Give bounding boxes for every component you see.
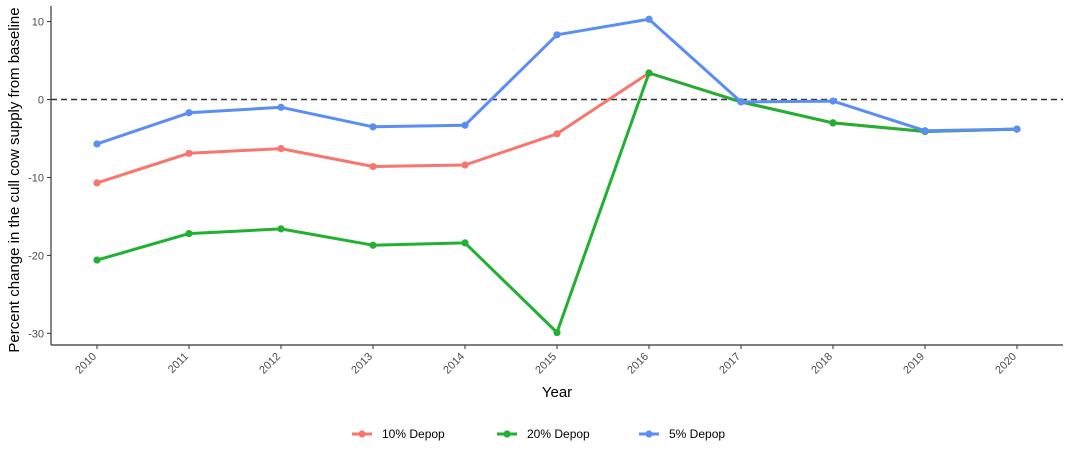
legend-label: 5% Depop <box>669 427 725 441</box>
data-point <box>369 241 377 249</box>
y-tick-label: 10 <box>32 17 44 29</box>
data-point <box>93 179 101 187</box>
data-point <box>553 130 561 138</box>
legend-label: 10% Depop <box>382 427 445 441</box>
data-point <box>461 161 469 169</box>
legend-key-point <box>358 430 366 438</box>
data-point <box>921 127 929 135</box>
y-tick-label: -20 <box>28 250 44 262</box>
data-point <box>277 145 285 153</box>
data-point <box>93 256 101 264</box>
data-point <box>185 149 193 157</box>
data-point <box>553 328 561 337</box>
y-tick-label: 0 <box>38 95 44 107</box>
y-tick-label: -10 <box>28 172 44 184</box>
data-point <box>277 103 285 111</box>
data-point <box>1013 125 1021 133</box>
x-axis-title: Year <box>542 384 572 401</box>
data-point <box>553 31 561 39</box>
data-point <box>185 109 193 117</box>
data-point <box>277 225 285 233</box>
legend-key-point <box>645 430 653 438</box>
y-axis-title: Percent change in the cull cow supply fr… <box>6 7 23 352</box>
data-point <box>829 97 837 105</box>
data-point <box>461 121 469 129</box>
legend-label: 20% Depop <box>527 427 590 441</box>
y-tick-label: -30 <box>28 328 44 340</box>
data-point <box>461 239 469 247</box>
data-point <box>369 162 377 171</box>
legend: 10% Depop 20% Depop 5% Depop <box>352 427 725 441</box>
data-point <box>829 119 837 127</box>
data-point <box>737 98 745 106</box>
data-point <box>645 69 653 77</box>
data-point <box>369 123 377 131</box>
legend-key-point <box>503 430 511 438</box>
data-point <box>185 229 193 238</box>
data-point <box>645 15 653 23</box>
data-point <box>93 140 101 148</box>
